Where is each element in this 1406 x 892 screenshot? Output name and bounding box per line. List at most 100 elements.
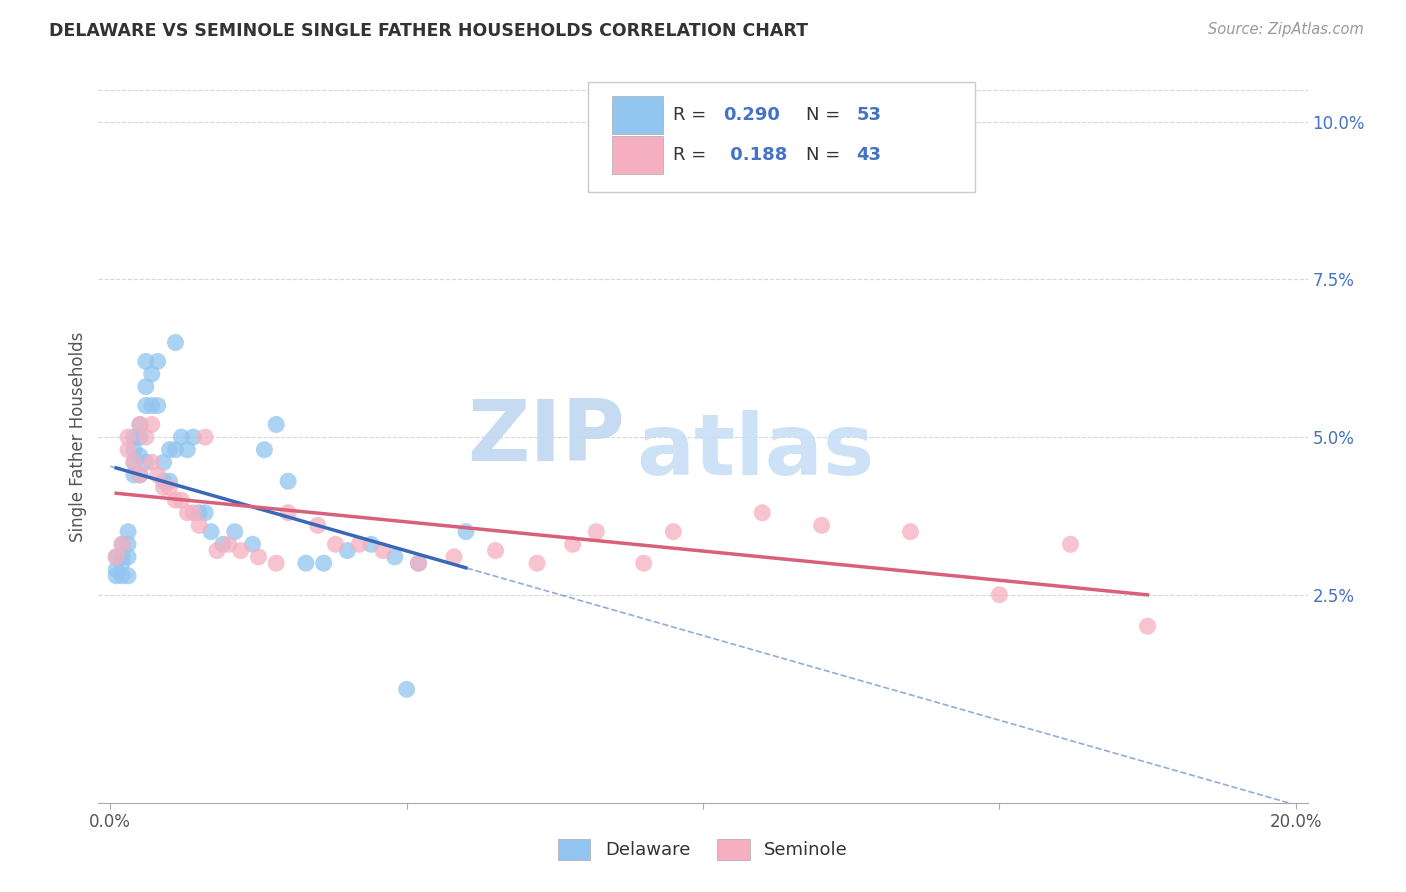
Point [122,467,145,482]
Point [1136,619,1159,633]
Point [181,506,204,520]
Point [117,569,139,583]
Point [111,549,134,564]
Point [336,543,359,558]
Point [633,556,655,570]
Text: Source: ZipAtlas.com: Source: ZipAtlas.com [1208,22,1364,37]
Point [117,549,139,564]
Point [295,556,318,570]
Point [810,518,832,533]
Point [146,354,169,368]
Point [751,506,773,520]
Point [146,467,169,482]
Text: 43: 43 [856,146,882,164]
Point [561,537,583,551]
Point [176,442,198,457]
Point [484,543,506,558]
Point [176,506,198,520]
Point [122,455,145,469]
Text: 0.290: 0.290 [724,106,780,124]
Point [129,449,152,463]
Point [129,430,152,444]
Point [141,455,163,469]
Point [170,493,193,508]
Point [194,430,217,444]
Point [141,367,163,381]
Point [205,543,228,558]
Point [181,430,204,444]
Legend: Delaware, Seminole: Delaware, Seminole [551,831,855,867]
Point [111,537,134,551]
Point [165,335,187,350]
Point [129,467,152,482]
Point [408,556,430,570]
Point [105,549,128,564]
Point [141,399,163,413]
Point [264,417,287,432]
Point [135,455,157,469]
Point [200,524,222,539]
Point [988,588,1011,602]
Point [194,506,217,520]
Point [135,354,157,368]
FancyBboxPatch shape [613,96,664,135]
Point [117,442,139,457]
Point [165,442,187,457]
Point [111,537,134,551]
Point [159,442,181,457]
Point [1059,537,1081,551]
Point [152,474,174,488]
Text: R =: R = [672,106,711,124]
Point [224,524,246,539]
Point [408,556,430,570]
Point [152,481,174,495]
Point [105,562,128,576]
Point [117,430,139,444]
Point [135,399,157,413]
Point [264,556,287,570]
Point [111,569,134,583]
Point [141,417,163,432]
Point [585,524,607,539]
Point [325,537,347,551]
Point [384,549,406,564]
Point [229,543,252,558]
FancyBboxPatch shape [613,136,664,175]
Point [135,379,157,393]
Point [526,556,548,570]
Point [152,455,174,469]
Text: ZIP: ZIP [467,395,624,479]
Point [159,474,181,488]
Text: N =: N = [806,106,846,124]
FancyBboxPatch shape [588,82,976,192]
Text: 53: 53 [856,106,882,124]
Point [371,543,394,558]
Point [212,537,235,551]
Point [307,518,329,533]
Point [129,417,152,432]
Point [135,430,157,444]
Point [159,481,181,495]
Point [105,569,128,583]
Point [117,524,139,539]
Point [900,524,922,539]
Y-axis label: Single Father Households: Single Father Households [69,332,87,542]
Point [454,524,477,539]
Point [347,537,370,551]
Point [170,430,193,444]
Text: DELAWARE VS SEMINOLE SINGLE FATHER HOUSEHOLDS CORRELATION CHART: DELAWARE VS SEMINOLE SINGLE FATHER HOUSE… [49,22,808,40]
Point [277,474,299,488]
Point [242,537,264,551]
Point [122,455,145,469]
Text: R =: R = [672,146,711,164]
Point [122,430,145,444]
Point [122,442,145,457]
Point [129,467,152,482]
Point [105,549,128,564]
Point [188,506,211,520]
Point [129,417,152,432]
Point [111,556,134,570]
Point [312,556,335,570]
Text: atlas: atlas [637,410,875,493]
Point [218,537,240,551]
